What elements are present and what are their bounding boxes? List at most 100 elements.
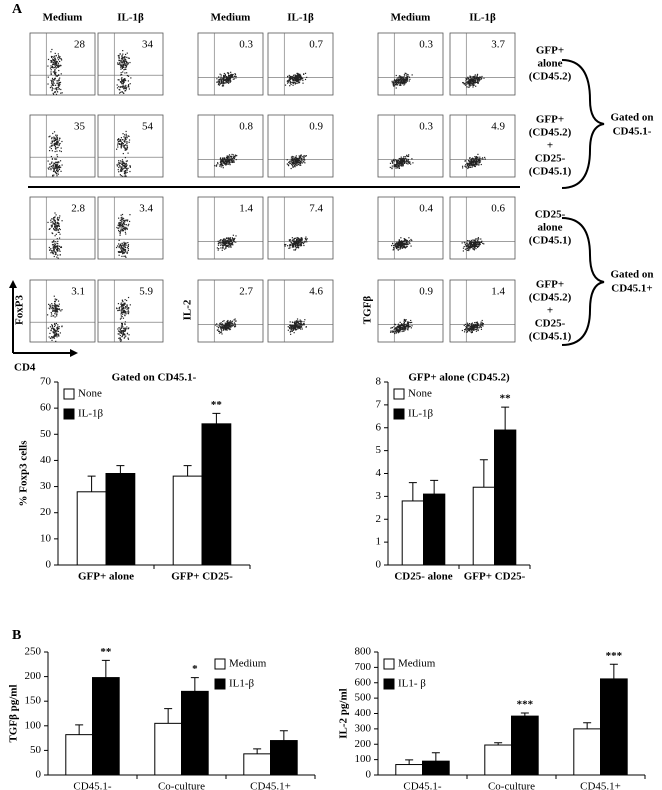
row-label: GFP+ (536, 45, 564, 57)
event-dot (125, 90, 126, 91)
event-dot (124, 67, 125, 68)
event-dot (122, 86, 123, 87)
event-dot (469, 323, 470, 324)
event-dot (121, 164, 122, 165)
significance: ** (100, 646, 112, 658)
event-dot (229, 325, 230, 326)
event-dot (475, 243, 476, 244)
event-dot (223, 329, 224, 330)
event-dot (229, 157, 230, 158)
event-dot (49, 247, 50, 248)
event-dot (290, 334, 291, 335)
event-dot (475, 245, 476, 246)
event-dot (50, 330, 51, 331)
event-dot (126, 72, 127, 73)
event-dot (51, 81, 52, 82)
event-dot (127, 146, 128, 147)
event-dot (218, 241, 219, 242)
error-bar (164, 709, 172, 724)
row-label: + (547, 140, 553, 152)
event-dot (58, 55, 59, 56)
event-dot (53, 138, 54, 139)
event-dot (127, 153, 128, 154)
event-dot (390, 332, 391, 333)
event-dot (123, 220, 124, 221)
event-dot (303, 161, 304, 162)
event-dot (476, 77, 477, 78)
event-dot (128, 76, 129, 77)
y-tick-label: 40 (40, 454, 52, 466)
event-dot (295, 157, 296, 158)
event-dot (409, 80, 410, 81)
event-dot (235, 77, 236, 78)
event-dot (400, 78, 401, 79)
event-dot (59, 246, 60, 247)
event-dot (306, 155, 307, 156)
event-dot (51, 156, 52, 157)
event-dot (472, 165, 473, 166)
event-dot (124, 338, 125, 339)
event-dot (126, 326, 127, 327)
event-dot (117, 165, 118, 166)
event-dot (54, 313, 55, 314)
event-dot (296, 159, 297, 160)
event-dot (218, 327, 219, 328)
event-dot (465, 81, 466, 82)
event-dot (121, 306, 122, 307)
event-dot (470, 241, 471, 242)
event-dot (410, 320, 411, 321)
event-dot (298, 245, 299, 246)
event-dot (117, 144, 118, 145)
event-dot (471, 242, 472, 243)
event-dot (123, 303, 124, 304)
bar (574, 729, 601, 775)
event-dot (225, 159, 226, 160)
event-dot (409, 162, 410, 163)
event-dot (124, 147, 125, 148)
panel-letter: B (12, 628, 21, 643)
event-dot (123, 65, 124, 66)
event-dot (223, 167, 224, 168)
event-dot (124, 331, 125, 332)
event-dot (54, 332, 55, 333)
event-dot (117, 143, 118, 144)
event-dot (51, 73, 52, 74)
event-dot (222, 163, 223, 164)
event-dot (224, 80, 225, 81)
event-dot (301, 326, 302, 327)
gate-percent: 0.3 (239, 39, 253, 51)
event-dot (465, 164, 466, 165)
event-dot (122, 159, 123, 160)
bar (423, 761, 450, 775)
event-dot (56, 315, 57, 316)
event-dot (392, 81, 393, 82)
event-dot (410, 245, 411, 246)
event-dot (476, 238, 477, 239)
event-dot (49, 167, 50, 168)
event-dot (223, 320, 224, 321)
event-dot (52, 64, 53, 65)
event-dot (125, 157, 126, 158)
event-dot (121, 217, 122, 218)
event-dot (227, 82, 228, 83)
event-dot (468, 160, 469, 161)
row-label: CD25- (535, 209, 566, 221)
event-dot (294, 238, 295, 239)
event-dot (477, 240, 478, 241)
event-dot (395, 168, 396, 169)
event-dot (57, 220, 58, 221)
legend-swatch (64, 389, 74, 399)
event-dot (123, 248, 124, 249)
event-dot (284, 244, 285, 245)
event-dot (50, 220, 51, 221)
event-dot (54, 335, 55, 336)
event-dot (127, 148, 128, 149)
event-dot (123, 334, 124, 335)
event-dot (51, 340, 52, 341)
event-dot (56, 334, 57, 335)
event-dot (48, 168, 49, 169)
event-dot (51, 166, 52, 167)
event-dot (59, 138, 60, 139)
event-dot (221, 74, 222, 75)
event-dot (299, 155, 300, 156)
